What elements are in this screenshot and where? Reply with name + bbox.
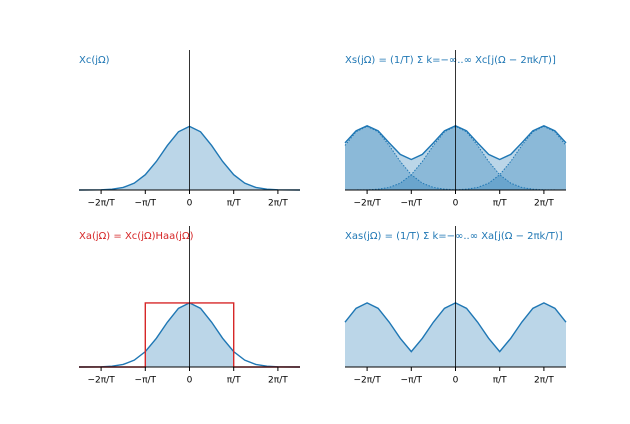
area-fill <box>345 126 566 190</box>
x-tick-label: −2π/T <box>353 199 381 209</box>
area-fill <box>345 126 566 190</box>
x-tick-label: π/T <box>227 199 241 209</box>
x-tick-label: 2π/T <box>534 376 554 386</box>
panel-title: Xc(jΩ) <box>79 55 110 66</box>
panel-title: Xa(jΩ) = Xc(jΩ)Haa(jΩ) <box>79 231 194 242</box>
x-tick-label: −π/T <box>135 376 157 386</box>
x-tick-label: −2π/T <box>87 376 115 386</box>
x-tick-label: −π/T <box>401 376 423 386</box>
x-tick-label: −2π/T <box>353 376 381 386</box>
x-tick-label: 2π/T <box>534 199 554 209</box>
x-tick-label: π/T <box>493 376 507 386</box>
x-tick-label: 0 <box>453 199 459 209</box>
x-tick-label: π/T <box>493 199 507 209</box>
x-tick-label: 0 <box>453 376 459 386</box>
panel-title: Xas(jΩ) = (1/T) Σ k=−∞..∞ Xa[j(Ω − 2πk/T… <box>345 231 563 242</box>
series-line <box>344 125 567 191</box>
x-tick-label: 2π/T <box>268 199 288 209</box>
x-tick-label: −π/T <box>135 199 157 209</box>
x-tick-label: 2π/T <box>268 376 288 386</box>
x-tick-label: 0 <box>187 199 193 209</box>
x-tick-label: π/T <box>227 376 241 386</box>
x-tick-label: 0 <box>187 376 193 386</box>
x-tick-label: −π/T <box>401 199 423 209</box>
x-tick-label: −2π/T <box>87 199 115 209</box>
panel-title: Xs(jΩ) = (1/T) Σ k=−∞..∞ Xc[j(Ω − 2πk/T)… <box>345 55 556 66</box>
